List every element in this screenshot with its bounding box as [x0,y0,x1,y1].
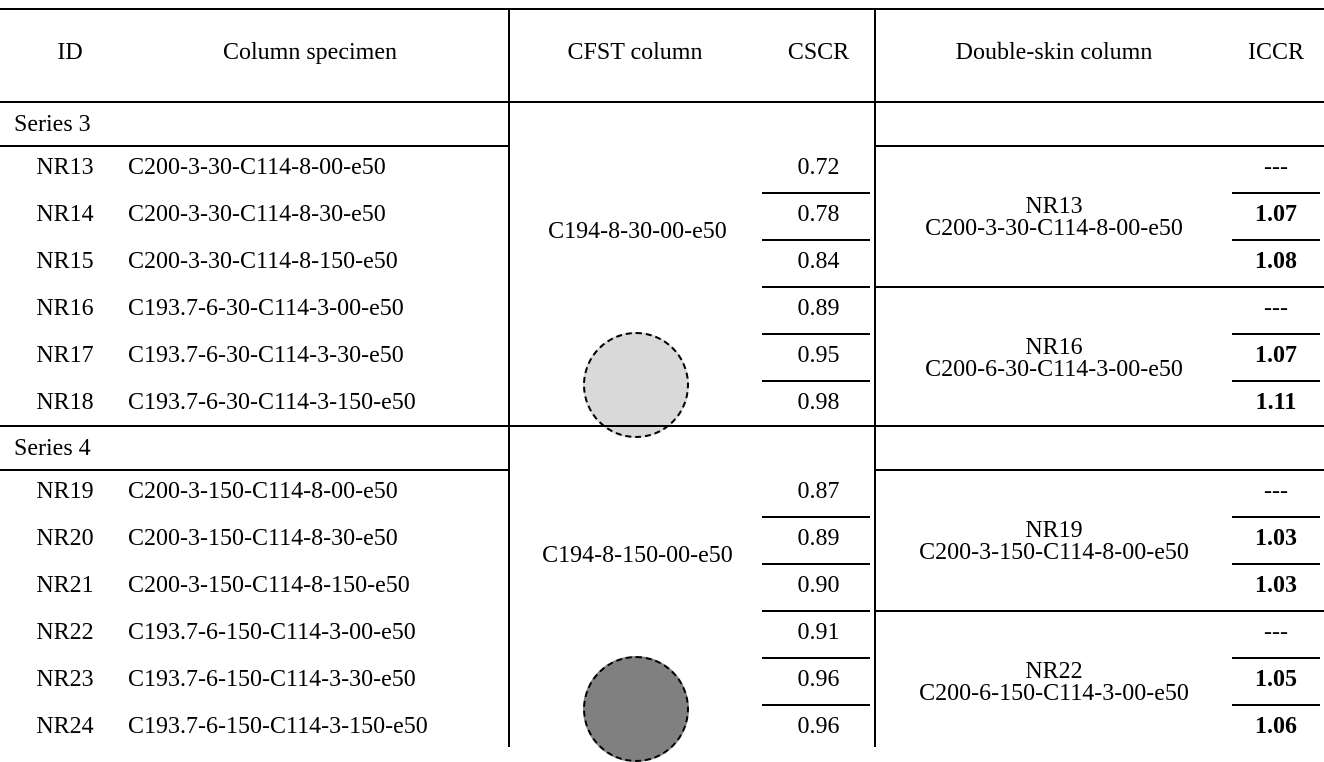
row-iccr: 1.07 [1255,342,1297,368]
row-specimen: C193.7-6-30-C114-3-30-e50 [128,342,404,368]
row-cscr: 0.95 [797,342,840,368]
column-rule [874,8,876,747]
row-cscr: 0.84 [797,248,840,274]
cfst-column-label: C194-8-30-00-e50 [548,218,727,244]
row-cscr: 0.96 [797,666,840,692]
group-ref-id: NR19 [1025,517,1083,543]
row-cscr: 0.89 [797,525,840,551]
row-id: NR18 [36,389,94,415]
row-cscr: 0.90 [797,572,840,598]
rule-line [1232,516,1320,518]
row-id: NR15 [36,248,94,274]
row-cscr: 0.91 [797,619,840,645]
row-specimen: C193.7-6-150-C114-3-00-e50 [128,619,416,645]
cfst-section-circle-icon [583,656,689,762]
row-specimen: C200-3-150-C114-8-150-e50 [128,572,410,598]
rule-line [0,425,1324,427]
row-specimen: C200-3-150-C114-8-30-e50 [128,525,398,551]
row-id: NR23 [36,666,94,692]
row-iccr: 1.11 [1255,389,1297,415]
rule-line [0,469,510,471]
group-ref-spec: C200-6-150-C114-3-00-e50 [919,680,1189,706]
rule-line [0,101,1324,103]
row-specimen: C200-3-30-C114-8-150-e50 [128,248,398,274]
rule-line [1232,704,1320,706]
rule-line [874,610,1324,612]
rule-line [1232,333,1320,335]
column-rule [508,8,510,747]
header-double-skin-column: Double-skin column [955,39,1153,65]
row-id: NR24 [36,713,94,739]
row-id: NR21 [36,572,94,598]
row-iccr: --- [1264,154,1288,180]
row-specimen: C193.7-6-150-C114-3-150-e50 [128,713,428,739]
header-id: ID [57,39,83,65]
rule-line [1232,657,1320,659]
cfst-section-circle-icon [583,332,689,438]
row-iccr: --- [1264,478,1288,504]
rule-line [874,469,1324,471]
group-ref-spec: C200-3-150-C114-8-00-e50 [919,539,1189,565]
header-column-specimen: Column specimen [223,39,397,65]
row-specimen: C200-3-30-C114-8-00-e50 [128,154,386,180]
group-ref-spec: C200-3-30-C114-8-00-e50 [925,215,1183,241]
group-ref-spec: C200-6-30-C114-3-00-e50 [925,356,1183,382]
group-ref-id: NR13 [1025,193,1083,219]
row-iccr: 1.03 [1255,525,1297,551]
row-specimen: C193.7-6-150-C114-3-30-e50 [128,666,416,692]
row-iccr: 1.07 [1255,201,1297,227]
row-id: NR19 [36,478,94,504]
series-label: Series 3 [14,111,91,137]
row-iccr: 1.06 [1255,713,1297,739]
row-specimen: C200-3-150-C114-8-00-e50 [128,478,398,504]
rule-line [762,657,870,659]
row-cscr: 0.72 [797,154,840,180]
row-id: NR13 [36,154,94,180]
row-iccr: --- [1264,619,1288,645]
row-cscr: 0.89 [797,295,840,321]
group-ref-id: NR22 [1025,658,1083,684]
row-cscr: 0.96 [797,713,840,739]
row-cscr: 0.98 [797,389,840,415]
row-id: NR17 [36,342,94,368]
series-label: Series 4 [14,435,91,461]
rule-line [762,380,870,382]
rule-line [762,333,870,335]
rule-line [762,704,870,706]
row-iccr: 1.08 [1255,248,1297,274]
rule-line [762,192,870,194]
group-ref-id: NR16 [1025,334,1083,360]
rule-line [1232,192,1320,194]
rule-line [874,145,1324,147]
row-id: NR22 [36,619,94,645]
row-iccr: 1.03 [1255,572,1297,598]
row-specimen: C200-3-30-C114-8-30-e50 [128,201,386,227]
row-id: NR20 [36,525,94,551]
rule-line [762,563,870,565]
rule-line [762,516,870,518]
rule-line [0,145,510,147]
rule-line [1232,563,1320,565]
rule-line [874,286,1324,288]
rule-line [1232,239,1320,241]
rule-line [762,239,870,241]
row-specimen: C193.7-6-30-C114-3-150-e50 [128,389,416,415]
rule-line [762,610,870,612]
header-iccr: ICCR [1247,39,1304,65]
row-id: NR16 [36,295,94,321]
row-iccr: 1.05 [1255,666,1297,692]
rule-line [1232,380,1320,382]
header-cfst-column: CFST column [567,39,703,65]
rule-line [762,286,870,288]
rule-line [0,8,1324,10]
row-iccr: --- [1264,295,1288,321]
cfst-column-label: C194-8-150-00-e50 [542,542,733,568]
row-cscr: 0.78 [797,201,840,227]
row-specimen: C193.7-6-30-C114-3-00-e50 [128,295,404,321]
row-cscr: 0.87 [797,478,840,504]
row-id: NR14 [36,201,94,227]
header-cscr: CSCR [787,39,850,65]
